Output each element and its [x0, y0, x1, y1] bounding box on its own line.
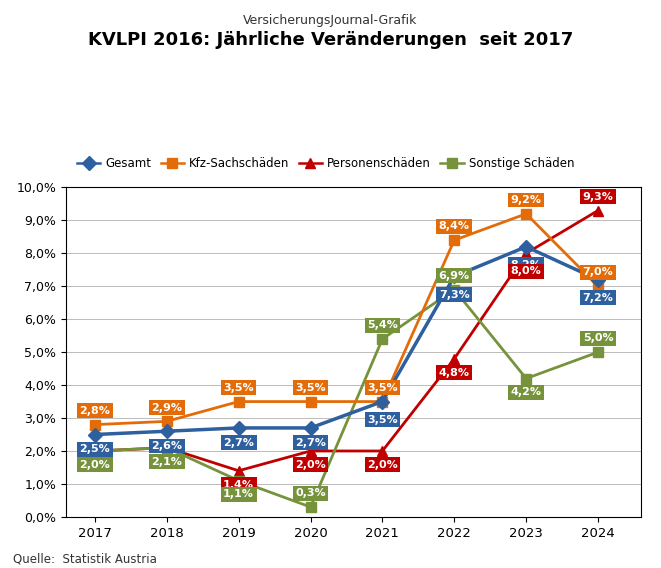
Text: 5,0%: 5,0%: [583, 333, 613, 343]
Text: 2,0%: 2,0%: [79, 460, 110, 470]
Text: 4,8%: 4,8%: [439, 367, 470, 378]
Text: 3,5%: 3,5%: [223, 383, 254, 392]
Text: VersicherungsJournal-Grafik: VersicherungsJournal-Grafik: [243, 14, 418, 27]
Text: 1,4%: 1,4%: [223, 479, 254, 490]
Text: 3,5%: 3,5%: [367, 415, 398, 425]
Text: 0,3%: 0,3%: [295, 488, 326, 498]
Text: 2,5%: 2,5%: [79, 444, 110, 454]
Text: 8,4%: 8,4%: [439, 222, 470, 231]
Text: 2,8%: 2,8%: [79, 406, 110, 416]
Text: 3,5%: 3,5%: [367, 383, 398, 392]
Text: 2,0%: 2,0%: [295, 460, 326, 470]
Text: 2,9%: 2,9%: [151, 403, 182, 412]
Text: 2,7%: 2,7%: [223, 438, 254, 448]
Text: 2,1%: 2,1%: [151, 457, 182, 466]
Text: 2,0%: 2,0%: [367, 460, 398, 470]
Text: Quelle:  Statistik Austria: Quelle: Statistik Austria: [13, 552, 157, 565]
Text: 2,0%: 2,0%: [79, 460, 110, 470]
Text: 3,5%: 3,5%: [295, 383, 326, 392]
Text: 7,2%: 7,2%: [582, 293, 613, 303]
Text: 6,9%: 6,9%: [439, 271, 470, 281]
Text: 4,2%: 4,2%: [511, 387, 541, 398]
Text: KVLPI 2016: Jährliche Veränderungen  seit 2017: KVLPI 2016: Jährliche Veränderungen seit…: [88, 31, 573, 49]
Text: 7,3%: 7,3%: [439, 290, 470, 299]
Legend: Gesamt, Kfz-Sachschäden, Personenschäden, Sonstige Schäden: Gesamt, Kfz-Sachschäden, Personenschäden…: [72, 152, 579, 175]
Text: 2,1%: 2,1%: [151, 457, 182, 466]
Text: 2,6%: 2,6%: [151, 441, 182, 451]
Text: 8,0%: 8,0%: [511, 266, 541, 277]
Text: 5,4%: 5,4%: [367, 320, 398, 330]
Text: 8,2%: 8,2%: [511, 260, 541, 270]
Text: 9,2%: 9,2%: [511, 195, 541, 205]
Text: 1,1%: 1,1%: [223, 490, 254, 499]
Text: 7,0%: 7,0%: [582, 268, 613, 277]
Text: 9,3%: 9,3%: [582, 191, 613, 202]
Text: 2,7%: 2,7%: [295, 438, 326, 448]
